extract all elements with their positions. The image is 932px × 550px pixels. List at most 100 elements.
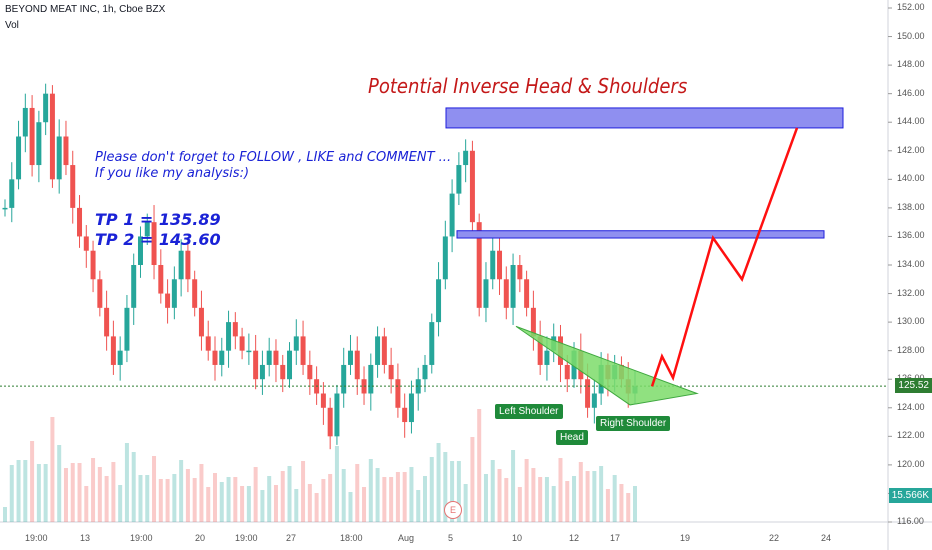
volume-bar bbox=[504, 478, 509, 522]
volume-bar bbox=[368, 459, 373, 522]
volume-bar bbox=[3, 507, 7, 522]
volume-bar bbox=[43, 464, 48, 522]
candle-body bbox=[368, 364, 374, 394]
volume-bar bbox=[463, 484, 468, 522]
candle-body bbox=[192, 279, 198, 308]
volume-bar bbox=[633, 486, 637, 522]
candle-body bbox=[171, 279, 177, 308]
volume-bar bbox=[362, 487, 367, 522]
projection-path bbox=[650, 127, 799, 387]
volume-bar bbox=[30, 441, 35, 522]
volume-bar bbox=[321, 479, 326, 522]
volume-bar bbox=[246, 486, 251, 522]
volume-bar bbox=[9, 465, 14, 522]
follow-note-line2: If you like my analysis:) bbox=[95, 166, 250, 181]
candle-body bbox=[70, 165, 76, 208]
price-tick: 150.00 bbox=[897, 30, 925, 41]
price-tick: 136.00 bbox=[897, 230, 925, 241]
volume-bar bbox=[131, 452, 136, 522]
time-tick: 19:00 bbox=[25, 533, 48, 543]
volume-bar bbox=[551, 486, 556, 522]
volume-bar bbox=[416, 490, 421, 522]
candle-body bbox=[63, 136, 69, 166]
volume-bar bbox=[219, 482, 224, 522]
volume-bar bbox=[145, 475, 150, 522]
candle-body bbox=[22, 107, 28, 137]
candle-body bbox=[422, 364, 428, 380]
volume-bar bbox=[531, 468, 536, 522]
time-tick: 19:00 bbox=[235, 533, 258, 543]
candle-body bbox=[16, 136, 22, 180]
candle-body bbox=[97, 279, 103, 308]
candle-body bbox=[429, 322, 435, 365]
candle-body bbox=[591, 393, 597, 408]
volume-bar bbox=[538, 477, 543, 522]
candle-body bbox=[354, 350, 360, 380]
volume-bar bbox=[619, 484, 624, 522]
volume-bar bbox=[456, 461, 461, 522]
volume-bar bbox=[253, 467, 258, 522]
volume-bar bbox=[524, 459, 529, 522]
candle-body bbox=[158, 265, 164, 294]
candle-body bbox=[56, 136, 62, 180]
price-tick: 134.00 bbox=[897, 259, 925, 269]
earnings-marker[interactable]: E bbox=[444, 501, 462, 519]
volume-bar bbox=[490, 460, 495, 522]
volume-bar bbox=[152, 456, 157, 522]
volume-bar bbox=[429, 457, 434, 522]
volume-bar bbox=[585, 471, 590, 522]
candle-body bbox=[510, 265, 516, 308]
candle-body bbox=[280, 364, 286, 380]
candle-body bbox=[456, 165, 462, 194]
volume-tag: 15.566K bbox=[888, 488, 932, 503]
candle-body bbox=[144, 222, 150, 237]
volume-bar bbox=[36, 464, 41, 522]
candle-body bbox=[2, 207, 8, 210]
volume-bar bbox=[111, 462, 116, 522]
volume-bar bbox=[23, 460, 28, 522]
candle-body bbox=[375, 336, 381, 365]
candle-body bbox=[530, 307, 536, 337]
volume-bar bbox=[389, 477, 394, 522]
volume-bar bbox=[558, 458, 563, 522]
volume-bar bbox=[280, 471, 285, 522]
volume-bar bbox=[179, 460, 184, 522]
price-tick: 144.00 bbox=[897, 116, 925, 127]
candle-body bbox=[381, 336, 387, 365]
volume-bar bbox=[443, 452, 448, 522]
volume-bar bbox=[436, 443, 441, 522]
price-tick: 146.00 bbox=[897, 87, 925, 98]
candle-body bbox=[259, 364, 265, 380]
volume-bar bbox=[470, 437, 475, 522]
last-price-tag: 125.52 bbox=[895, 378, 932, 393]
time-tick: 27 bbox=[286, 533, 297, 543]
candle-body bbox=[524, 279, 530, 308]
candle-body bbox=[544, 350, 550, 365]
candle-body bbox=[341, 364, 347, 394]
time-tick: 19:00 bbox=[130, 533, 153, 543]
candle-body bbox=[293, 336, 299, 351]
volume-bar bbox=[578, 462, 583, 522]
volume-bar bbox=[199, 464, 204, 522]
symbol-header: BEYOND MEAT INC, 1h, Cboe BZX bbox=[5, 4, 166, 15]
price-tick: 122.00 bbox=[897, 430, 925, 441]
volume-bar bbox=[382, 477, 387, 522]
volume-bar bbox=[172, 474, 177, 522]
volume-bar bbox=[341, 469, 346, 522]
volume-bar bbox=[118, 485, 123, 522]
tp2-label: TP 2 = 143.60 bbox=[95, 230, 221, 249]
candle-body bbox=[131, 265, 137, 308]
candle-body bbox=[226, 322, 232, 351]
volume-bar bbox=[226, 477, 231, 522]
candle-body bbox=[436, 279, 442, 323]
candle-body bbox=[402, 407, 408, 423]
candle-body bbox=[124, 307, 130, 351]
candle-body bbox=[49, 93, 55, 180]
price-tick: 116.00 bbox=[897, 516, 924, 526]
candle-body bbox=[29, 107, 35, 166]
price-tick: 140.00 bbox=[897, 173, 925, 184]
volume-bar bbox=[375, 468, 380, 522]
time-tick: 13 bbox=[80, 533, 91, 543]
